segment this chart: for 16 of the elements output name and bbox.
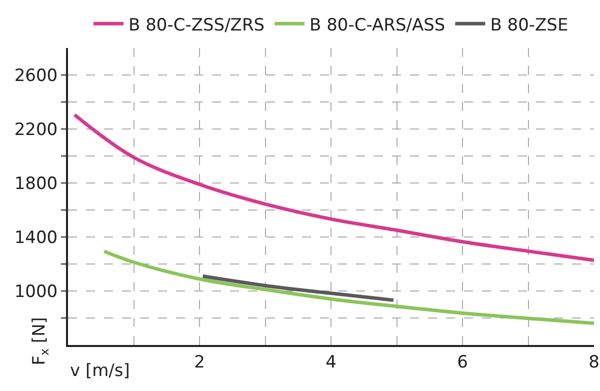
y-tick-label: 2600 [14,66,58,86]
y-tick-label: 1800 [14,174,58,194]
line-series [201,274,396,302]
line-series [102,250,594,326]
x-tick-label: 6 [457,352,468,372]
line-series [72,113,594,262]
legend-label: B 80-ZSE [490,15,568,36]
y-tick-label: 1000 [14,282,58,302]
x-tick-label: 2 [194,352,205,372]
x-tick-label: 4 [326,352,336,372]
legend-label: B 80-C-ARS/ASS [310,15,446,36]
legend-label: B 80-C-ZSS/ZRS [128,15,265,36]
x-axis-title: v [m/s] [70,361,130,381]
y-tick-label: 1400 [14,228,58,248]
y-tick-label: 2200 [14,120,58,140]
x-tick-label: 8 [588,352,600,372]
